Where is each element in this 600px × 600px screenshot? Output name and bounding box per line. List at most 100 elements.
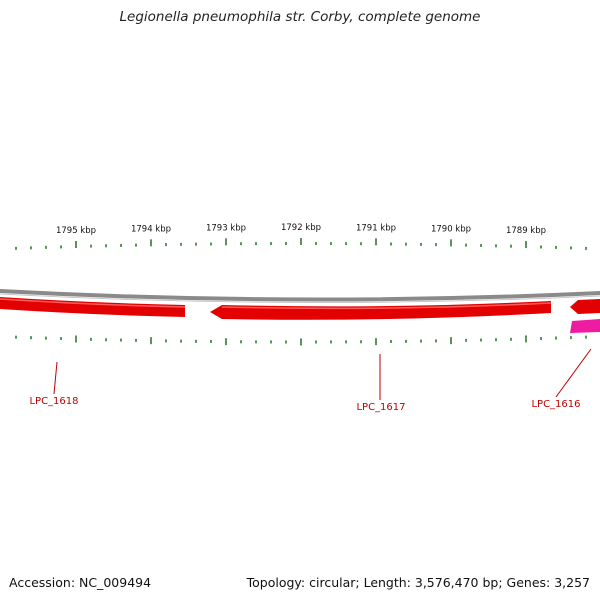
genome-summary: Topology: circular; Length: 3,576,470 bp… [246,575,590,590]
minor-tick [465,243,467,247]
inner-minor-tick [135,338,137,342]
minor-tick [435,243,437,247]
inner-major-tick [450,337,452,345]
minor-tick [315,242,317,246]
backbone-shadow [0,293,600,304]
map-title: Legionella pneumophila str. Corby, compl… [119,9,481,25]
inner-minor-tick [345,340,347,344]
minor-tick [15,246,17,250]
inner-minor-tick [270,340,272,344]
tick-label: 1795 kbp [56,226,96,236]
inner-minor-tick [480,338,482,342]
minor-tick [570,246,572,250]
gene-label: LPC_1618 [29,396,78,407]
gene-label: LPC_1617 [356,402,405,413]
minor-tick [240,242,242,246]
tick-label: 1794 kbp [131,224,171,234]
minor-tick [210,242,212,246]
tick-label: 1793 kbp [206,223,246,233]
minor-tick [420,242,422,246]
inner-minor-tick [120,338,122,342]
inner-minor-tick [285,340,287,344]
minor-tick [270,242,272,246]
major-tick [525,241,527,249]
minor-tick [285,242,287,246]
tick-label: 1790 kbp [431,224,471,234]
backbone-track [0,289,600,304]
minor-tick [330,242,332,246]
LPC_1618-highlight [0,298,186,308]
inner-minor-tick [420,339,422,343]
minor-tick [195,242,197,246]
inner-minor-tick [360,340,362,344]
gene-leader-line [555,348,592,398]
major-tick [150,239,152,247]
inner-minor-tick [465,338,467,342]
minor-tick [120,243,122,247]
outer-tick-track: 1795 kbp 1794 kbp 1793 kbp 1792 kbp 1791 kbp… [15,223,587,250]
minor-tick [390,242,392,246]
inner-minor-tick [165,339,167,343]
inner-minor-tick [180,339,182,343]
inner-minor-tick [495,338,497,342]
inner-major-tick [525,335,527,343]
minor-tick [60,245,62,249]
accession-text: Accession: NC_009494 [9,575,152,590]
inner-minor-tick [315,340,317,344]
inner-minor-tick [435,339,437,343]
inner-minor-tick [510,337,512,341]
LPC_1617-arrow [210,301,551,320]
other-feature [570,319,600,333]
inner-major-tick [75,335,77,343]
minor-tick [90,244,92,248]
inner-minor-tick [45,336,47,340]
inner-minor-tick [390,340,392,344]
minor-tick [135,243,137,247]
inner-minor-tick [195,339,197,343]
minor-tick [255,242,257,246]
minor-tick [345,242,347,246]
inner-minor-tick [555,336,557,340]
minor-tick [480,243,482,247]
inner-major-tick [225,338,227,346]
inner-minor-tick [210,340,212,344]
tick-label: 1789 kbp [506,226,546,236]
minor-tick [540,245,542,249]
inner-minor-tick [240,340,242,344]
gene-label: LPC_1616 [531,399,580,410]
minor-tick [555,245,557,249]
tick-label: 1792 kbp [281,223,321,233]
minor-tick [165,243,167,247]
minor-tick [30,246,32,250]
inner-minor-tick [405,339,407,343]
minor-tick [360,242,362,246]
inner-major-tick [375,338,377,346]
gene-label-track: LPC_1618 LPC_1617 LPC_1616 [29,348,592,413]
inner-major-tick [300,338,302,346]
minor-tick [405,242,407,246]
inner-minor-tick [570,336,572,340]
minor-tick [45,245,47,249]
inner-minor-tick [540,337,542,341]
major-tick [75,241,77,249]
genome-backbone [0,289,600,302]
inner-tick-track [15,335,587,346]
feature-track [0,297,600,333]
inner-major-tick [150,337,152,345]
minor-tick [510,244,512,248]
inner-minor-tick [15,335,17,339]
inner-minor-tick [585,335,587,339]
inner-minor-tick [60,337,62,341]
major-tick [300,238,302,246]
LPC_1617-highlight [221,302,552,310]
minor-tick [180,242,182,246]
major-tick [225,238,227,246]
LPC_1616-arrow [570,299,600,314]
inner-minor-tick [30,336,32,340]
inner-minor-tick [90,337,92,341]
major-tick [450,239,452,247]
minor-tick [105,244,107,248]
major-tick [375,238,377,246]
inner-minor-tick [255,340,257,344]
